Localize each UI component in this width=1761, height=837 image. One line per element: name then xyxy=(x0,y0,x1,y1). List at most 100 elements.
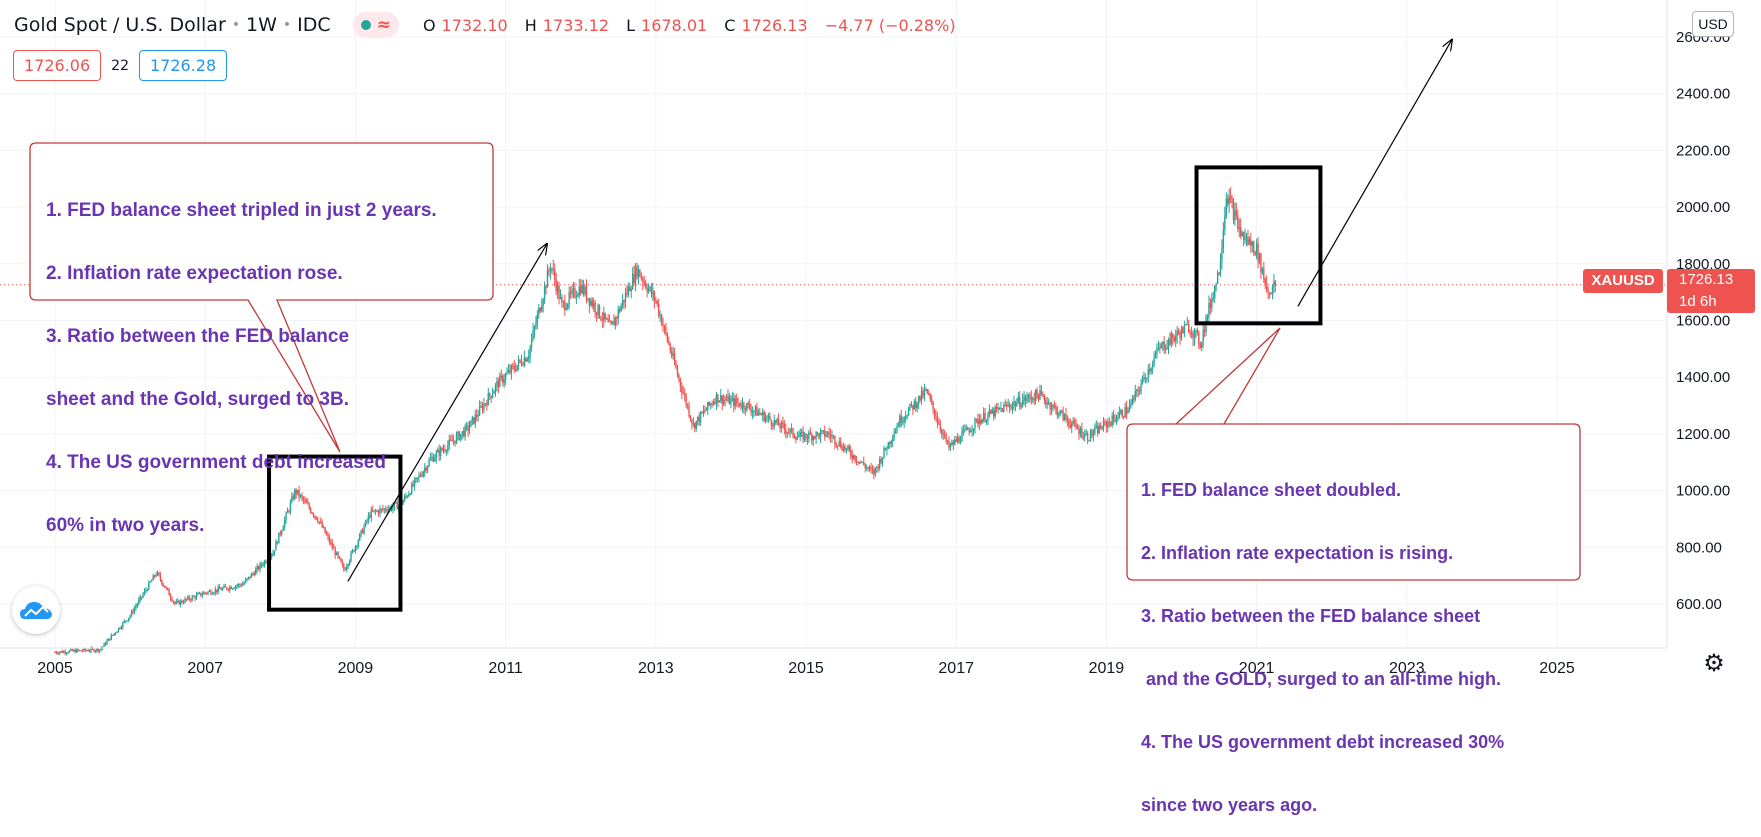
candle-body xyxy=(159,575,162,580)
candle-body xyxy=(338,556,341,559)
candle xyxy=(58,651,61,656)
candle xyxy=(1242,231,1245,247)
candle-body xyxy=(617,309,619,319)
candle xyxy=(761,408,764,422)
gear-icon[interactable]: ⚙ xyxy=(1703,650,1725,677)
candle-body xyxy=(331,542,333,548)
indicator-pill[interactable]: ≈ xyxy=(352,12,399,38)
candle-body xyxy=(831,435,833,438)
interval-label[interactable]: 1W xyxy=(246,14,277,36)
sell-button[interactable]: 1726.06 xyxy=(13,50,102,81)
candle-body xyxy=(438,449,440,456)
candle xyxy=(1214,285,1216,304)
candle xyxy=(369,512,371,519)
separator-dot: • xyxy=(231,17,241,33)
candle xyxy=(1086,431,1089,445)
candle-body xyxy=(1078,429,1080,435)
candle-body xyxy=(55,652,58,654)
candle-body xyxy=(665,326,667,334)
candle-body xyxy=(230,586,232,589)
candle-body xyxy=(600,317,602,320)
candle xyxy=(1250,233,1252,253)
candle-body xyxy=(1240,227,1242,236)
candle xyxy=(930,394,933,405)
candle xyxy=(1019,390,1021,410)
candle-body xyxy=(178,600,180,605)
candle xyxy=(1136,388,1138,398)
candle-body xyxy=(526,359,528,362)
candle xyxy=(70,648,72,652)
candle xyxy=(1254,250,1256,257)
candle-body xyxy=(561,297,563,303)
candle xyxy=(1097,421,1099,437)
buy-button[interactable]: 1726.28 xyxy=(139,50,228,81)
candle xyxy=(913,399,916,411)
candle-body xyxy=(1242,232,1245,240)
candle xyxy=(457,430,459,441)
candle-body xyxy=(541,305,543,312)
candle xyxy=(302,495,305,505)
y-tick-label: 1000.00 xyxy=(1676,483,1730,500)
candle-body xyxy=(224,586,227,588)
price-chart[interactable]: 600.00800.001000.001200.001400.001600.00… xyxy=(0,0,1761,687)
candle-body xyxy=(760,413,762,416)
candle xyxy=(1026,391,1028,404)
candle xyxy=(777,413,780,426)
candle-body xyxy=(585,286,588,300)
candle xyxy=(724,395,726,407)
candle-body xyxy=(1036,389,1038,395)
candle xyxy=(77,648,79,653)
x-tick-label: 2023 xyxy=(1389,660,1425,677)
candle-body xyxy=(812,436,814,441)
candle xyxy=(340,557,342,563)
candle xyxy=(572,281,575,299)
candle xyxy=(112,634,114,636)
candle-body xyxy=(1141,377,1144,385)
candle-body xyxy=(71,649,74,651)
candle xyxy=(1030,390,1032,405)
candle-body xyxy=(68,650,71,653)
candle xyxy=(1186,316,1188,325)
candle-body xyxy=(1105,422,1108,428)
candle xyxy=(926,389,929,395)
candle-body xyxy=(569,292,572,294)
candle-body xyxy=(1134,390,1136,400)
candle xyxy=(808,430,810,443)
candle-body xyxy=(402,500,404,505)
candle-body xyxy=(584,286,586,294)
candle xyxy=(226,586,228,591)
candle xyxy=(819,427,822,443)
candle xyxy=(990,409,992,415)
candle-body xyxy=(910,403,913,406)
symbol-title[interactable]: Gold Spot / U.S. Dollar xyxy=(14,14,226,36)
candle-body xyxy=(335,552,338,556)
candle-body xyxy=(214,589,217,593)
candle xyxy=(698,412,700,426)
candle xyxy=(790,423,793,434)
candle xyxy=(1053,400,1056,410)
candle xyxy=(590,297,592,307)
candle-body xyxy=(155,574,157,577)
candle xyxy=(415,477,417,484)
candle-body xyxy=(334,548,336,556)
candle-body xyxy=(366,520,368,522)
candle-body xyxy=(818,433,820,438)
candle-body xyxy=(1214,285,1216,299)
candle xyxy=(889,441,891,449)
candle xyxy=(785,423,787,439)
candle xyxy=(1040,385,1043,396)
candle xyxy=(406,494,409,499)
candle xyxy=(933,408,936,420)
currency-button[interactable]: USD xyxy=(1692,11,1734,37)
x-tick-label: 2007 xyxy=(187,660,223,677)
candle-body xyxy=(463,431,465,437)
candle xyxy=(594,300,596,319)
cloud-logo-icon[interactable] xyxy=(12,586,60,634)
candle xyxy=(542,297,544,313)
candle xyxy=(1260,252,1262,279)
spread-value: 22 xyxy=(111,57,129,74)
candle-body xyxy=(694,423,696,429)
candle-body xyxy=(234,586,237,589)
candle-body xyxy=(363,526,365,534)
candle xyxy=(841,444,843,451)
